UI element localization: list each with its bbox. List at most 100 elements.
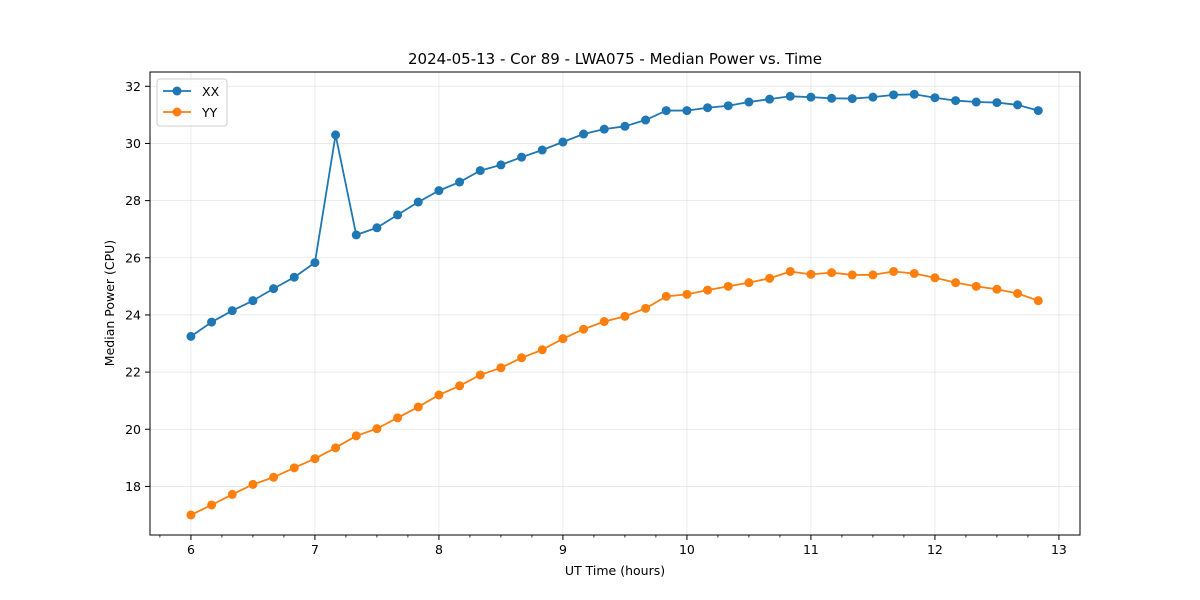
- data-point-xx: [847, 94, 857, 104]
- x-tick-label: 7: [311, 542, 319, 557]
- data-point-xx: [372, 223, 382, 233]
- data-point-yy: [723, 281, 733, 291]
- data-point-xx: [227, 306, 237, 316]
- data-point-yy: [434, 390, 444, 400]
- data-point-yy: [661, 291, 671, 301]
- data-point-xx: [331, 130, 341, 140]
- legend-label-xx: XX: [202, 84, 220, 99]
- data-point-yy: [868, 270, 878, 280]
- x-tick-label: 6: [187, 542, 195, 557]
- data-point-xx: [475, 166, 485, 176]
- data-point-yy: [806, 269, 816, 279]
- data-point-yy: [537, 345, 547, 355]
- y-tick-label: 32: [125, 79, 141, 94]
- legend-label-yy: YY: [201, 105, 218, 120]
- data-point-yy: [1033, 296, 1043, 306]
- data-point-yy: [951, 278, 961, 288]
- legend-marker-xx: [172, 86, 182, 96]
- data-point-xx: [207, 317, 217, 327]
- y-tick-label: 24: [125, 307, 141, 322]
- data-point-yy: [847, 270, 857, 280]
- data-point-xx: [558, 137, 568, 147]
- data-point-xx: [496, 160, 506, 170]
- y-tick-label: 26: [125, 250, 141, 265]
- data-point-yy: [1013, 289, 1023, 298]
- gridlines: [150, 72, 1080, 535]
- data-point-yy: [310, 454, 320, 464]
- y-tick-label: 22: [125, 365, 141, 380]
- chart-title: 2024-05-13 - Cor 89 - LWA075 - Median Po…: [408, 50, 822, 68]
- data-point-yy: [186, 510, 196, 520]
- data-point-xx: [579, 129, 589, 139]
- legend: XX YY: [156, 78, 228, 127]
- data-point-yy: [909, 268, 919, 278]
- data-point-xx: [661, 106, 671, 116]
- y-tick-label: 28: [125, 193, 141, 208]
- x-tick-label: 13: [1051, 542, 1067, 557]
- x-tick-label: 10: [679, 542, 695, 557]
- data-point-xx: [434, 186, 444, 196]
- data-point-yy: [930, 273, 940, 283]
- data-point-xx: [744, 97, 754, 107]
- data-point-yy: [413, 402, 423, 412]
- data-point-xx: [703, 103, 713, 113]
- data-point-yy: [496, 363, 506, 373]
- data-point-xx: [620, 121, 630, 131]
- data-point-yy: [393, 413, 403, 423]
- y-tick-label: 20: [125, 422, 141, 437]
- data-point-yy: [455, 381, 465, 391]
- data-point-xx: [806, 92, 816, 102]
- data-point-xx: [827, 93, 837, 103]
- data-point-yy: [703, 285, 713, 295]
- data-point-yy: [558, 334, 568, 344]
- data-point-yy: [971, 281, 981, 291]
- data-point-xx: [909, 89, 919, 99]
- data-point-xx: [868, 92, 878, 102]
- data-point-xx: [599, 124, 609, 134]
- plot-frame: [149, 71, 1081, 536]
- data-point-xx: [723, 101, 733, 111]
- data-point-yy: [227, 489, 237, 499]
- data-point-xx: [289, 272, 299, 282]
- data-point-xx: [641, 115, 651, 125]
- data-point-xx: [393, 210, 403, 220]
- data-point-xx: [951, 96, 961, 106]
- x-axis-label: UT Time (hours): [565, 563, 665, 578]
- data-point-xx: [1033, 106, 1043, 116]
- data-point-xx: [971, 97, 981, 107]
- data-point-yy: [248, 479, 258, 489]
- data-point-yy: [785, 266, 795, 276]
- data-point-xx: [186, 331, 196, 341]
- data-point-xx: [537, 145, 547, 155]
- data-point-yy: [372, 424, 382, 434]
- data-point-xx: [413, 197, 423, 207]
- data-point-xx: [992, 98, 1002, 108]
- data-point-yy: [475, 370, 485, 380]
- data-point-yy: [599, 317, 609, 327]
- data-point-yy: [351, 431, 361, 441]
- data-point-xx: [455, 177, 465, 187]
- data-point-yy: [289, 463, 299, 473]
- x-tick-label: 9: [559, 542, 567, 557]
- data-point-xx: [889, 90, 899, 100]
- data-point-yy: [620, 311, 630, 321]
- legend-marker-yy: [172, 107, 182, 117]
- data-point-xx: [351, 230, 361, 240]
- data-point-xx: [682, 106, 692, 116]
- data-point-yy: [331, 443, 341, 453]
- data-point-yy: [992, 284, 1002, 294]
- data-point-yy: [269, 472, 279, 482]
- data-point-xx: [930, 93, 940, 103]
- data-point-yy: [207, 500, 217, 510]
- data-point-xx: [248, 296, 258, 306]
- y-axis-label: Median Power (CPU): [102, 240, 117, 366]
- data-point-xx: [785, 91, 795, 101]
- y-tick-label: 30: [125, 136, 141, 151]
- data-point-yy: [682, 289, 692, 299]
- data-point-yy: [641, 303, 651, 313]
- data-point-xx: [1013, 100, 1023, 110]
- data-point-yy: [744, 278, 754, 288]
- data-point-yy: [827, 268, 837, 278]
- axes: 6 7 8 9 10 11 12 13 18 20 22 24 26 28 30 32: [125, 79, 1067, 557]
